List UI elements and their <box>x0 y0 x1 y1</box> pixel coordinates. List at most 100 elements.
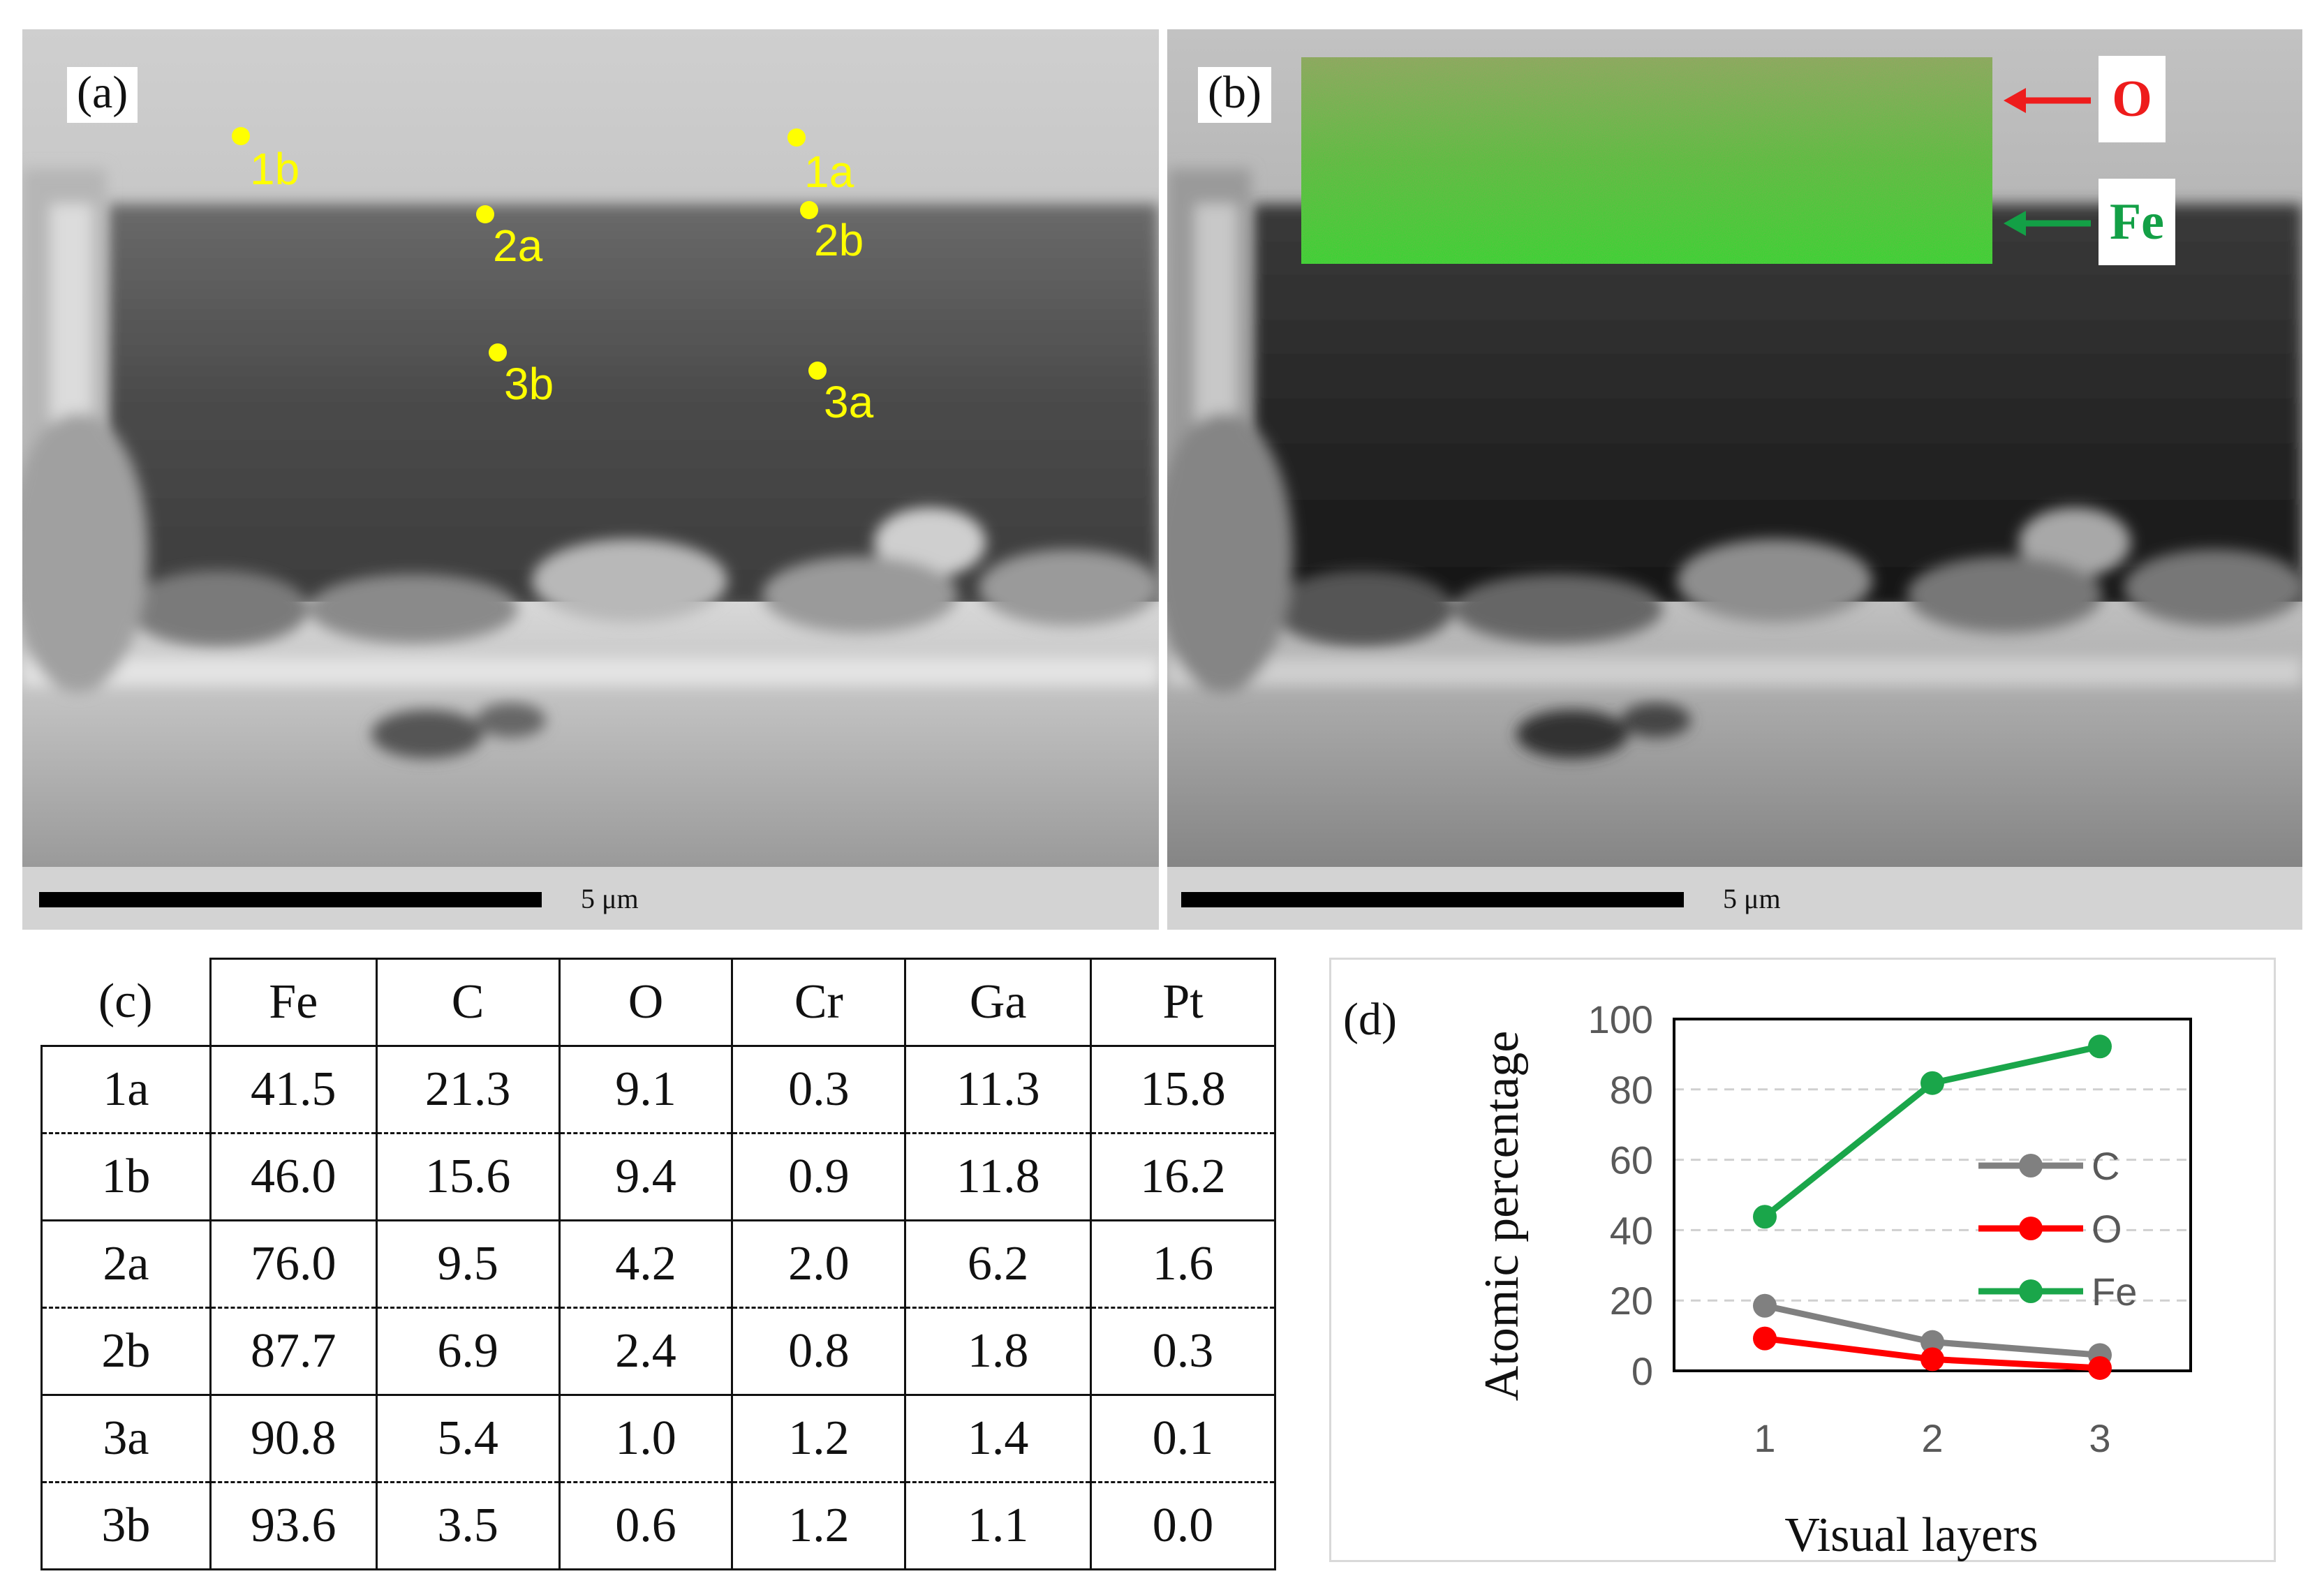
table-cell: 2.4 <box>558 1307 734 1396</box>
o-arrow-head <box>2004 88 2026 113</box>
table-cell: 9.5 <box>375 1220 561 1309</box>
point-marker-1b <box>232 127 250 145</box>
table-row: 3b 93.6 3.5 0.6 1.2 1.1 0.0 <box>40 1482 1276 1570</box>
table-header-pt: Pt <box>1090 958 1276 1047</box>
table-cell: 0.1 <box>1090 1395 1276 1483</box>
point-label-1a: 1a <box>804 147 854 197</box>
table-cell: 1.1 <box>904 1482 1093 1570</box>
data-point-c <box>1920 1330 1944 1354</box>
scalebar-area-b: 5 μm <box>1167 867 2302 930</box>
legend-marker-c <box>2019 1154 2043 1177</box>
y-axis-title: Atomic percentage <box>1475 1031 1529 1402</box>
panel-label-b: (b) <box>1198 67 1271 123</box>
point-marker-1a <box>787 128 806 147</box>
table-header-ga: Ga <box>904 958 1093 1047</box>
table-cell: 0.3 <box>731 1046 907 1134</box>
table-row: 2b 87.7 6.9 2.4 0.8 1.8 0.3 <box>40 1307 1276 1396</box>
y-tick-label: 80 <box>1610 1068 1653 1112</box>
x-tick-label: 3 <box>2089 1416 2110 1460</box>
table-cell: 41.5 <box>209 1046 378 1134</box>
row-label: 2b <box>40 1307 212 1396</box>
table-header-c: C <box>375 958 561 1047</box>
table-cell: 93.6 <box>209 1482 378 1570</box>
row-label: 2a <box>40 1220 212 1309</box>
x-tick-label: 2 <box>1921 1416 1943 1460</box>
table-cell: 11.8 <box>904 1133 1093 1221</box>
legend-marker-o <box>2019 1217 2043 1240</box>
table-cell: 6.2 <box>904 1220 1093 1309</box>
data-point-fe <box>1920 1071 1944 1095</box>
point-marker-2a <box>476 205 494 223</box>
y-tick-label: 0 <box>1631 1349 1653 1393</box>
table-header-fe: Fe <box>209 958 378 1047</box>
table-cell: 16.2 <box>1090 1133 1276 1221</box>
table-corner-label: (c) <box>41 958 212 1047</box>
fe-label: Fe <box>2099 179 2175 265</box>
table-cell: 46.0 <box>209 1133 378 1221</box>
row-label: 3a <box>40 1395 212 1483</box>
table-cell: 0.0 <box>1090 1482 1276 1570</box>
legend-label-c: C <box>2092 1144 2119 1188</box>
scalebar-label-a: 5 μm <box>581 883 639 914</box>
legend-label-fe: Fe <box>2092 1270 2137 1314</box>
chart-frame <box>1329 958 2276 1562</box>
panel-label-a: (a) <box>67 67 138 123</box>
data-point-fe <box>1753 1205 1777 1229</box>
row-label: 1a <box>40 1046 212 1134</box>
table-cell: 1.0 <box>558 1395 734 1483</box>
data-point-c <box>1753 1293 1777 1318</box>
point-marker-3a <box>808 362 827 380</box>
table-cell: 1.8 <box>904 1307 1093 1396</box>
data-point-o <box>1920 1347 1944 1372</box>
data-point-fe <box>2088 1034 2112 1059</box>
table-cell: 4.2 <box>558 1220 734 1309</box>
table-cell: 0.8 <box>731 1307 907 1396</box>
o-label: O <box>2099 56 2166 142</box>
table-cell: 6.9 <box>375 1307 561 1396</box>
point-label-3a: 3a <box>824 377 874 427</box>
x-tick-label: 1 <box>1754 1416 1775 1460</box>
table-cell: 9.4 <box>558 1133 734 1221</box>
table-cell: 0.9 <box>731 1133 907 1221</box>
sem-image-a <box>22 29 1159 867</box>
scalebar-label-b: 5 μm <box>1723 883 1781 914</box>
point-marker-3b <box>489 343 507 362</box>
table-cell: 76.0 <box>209 1220 378 1309</box>
table-cell: 1.2 <box>731 1395 907 1483</box>
table-cell: 21.3 <box>375 1046 561 1134</box>
y-tick-label: 40 <box>1610 1208 1653 1252</box>
table-cell: 90.8 <box>209 1395 378 1483</box>
table-row: 1b 46.0 15.6 9.4 0.9 11.8 16.2 <box>40 1133 1276 1221</box>
table-cell: 15.8 <box>1090 1046 1276 1134</box>
legend-marker-fe <box>2019 1279 2043 1303</box>
table-header-cr: Cr <box>731 958 907 1047</box>
table-cell: 1.6 <box>1090 1220 1276 1309</box>
scalebar-a <box>39 892 542 907</box>
point-marker-2b <box>800 201 818 219</box>
table-cell: 5.4 <box>375 1395 561 1483</box>
y-tick-label: 100 <box>1588 997 1653 1041</box>
table-cell: 11.3 <box>904 1046 1093 1134</box>
table-cell: 2.0 <box>731 1220 907 1309</box>
table-row: 3a 90.8 5.4 1.0 1.2 1.4 0.1 <box>40 1395 1276 1483</box>
panel-label-d: (d) <box>1343 994 1397 1045</box>
row-label: 1b <box>40 1133 212 1221</box>
row-label: 3b <box>40 1482 212 1570</box>
table-cell: 0.3 <box>1090 1307 1276 1396</box>
fe-arrow-head <box>2004 211 2026 236</box>
table-row: 1a 41.5 21.3 9.1 0.3 11.3 15.8 <box>40 1046 1276 1134</box>
sem-image-b <box>1167 29 2302 867</box>
table-cell: 0.6 <box>558 1482 734 1570</box>
scalebar-b <box>1181 892 1684 907</box>
table-cell: 1.4 <box>904 1395 1093 1483</box>
point-label-2a: 2a <box>493 221 543 271</box>
line-chart: 0 20 40 60 80 100 1 2 3 Visual layers Atomic perce… <box>1343 994 2192 1562</box>
table-cell: 87.7 <box>209 1307 378 1396</box>
table-cell: 15.6 <box>375 1133 561 1221</box>
y-tick-label: 60 <box>1610 1138 1653 1182</box>
point-label-2b: 2b <box>814 215 864 265</box>
data-point-o <box>2088 1355 2112 1380</box>
composition-table: (c) Fe C O Cr Ga Pt 1a 41.5 21.3 9.1 0.3… <box>40 958 1276 1570</box>
table-cell: 9.1 <box>558 1046 734 1134</box>
legend-label-o: O <box>2092 1207 2122 1251</box>
